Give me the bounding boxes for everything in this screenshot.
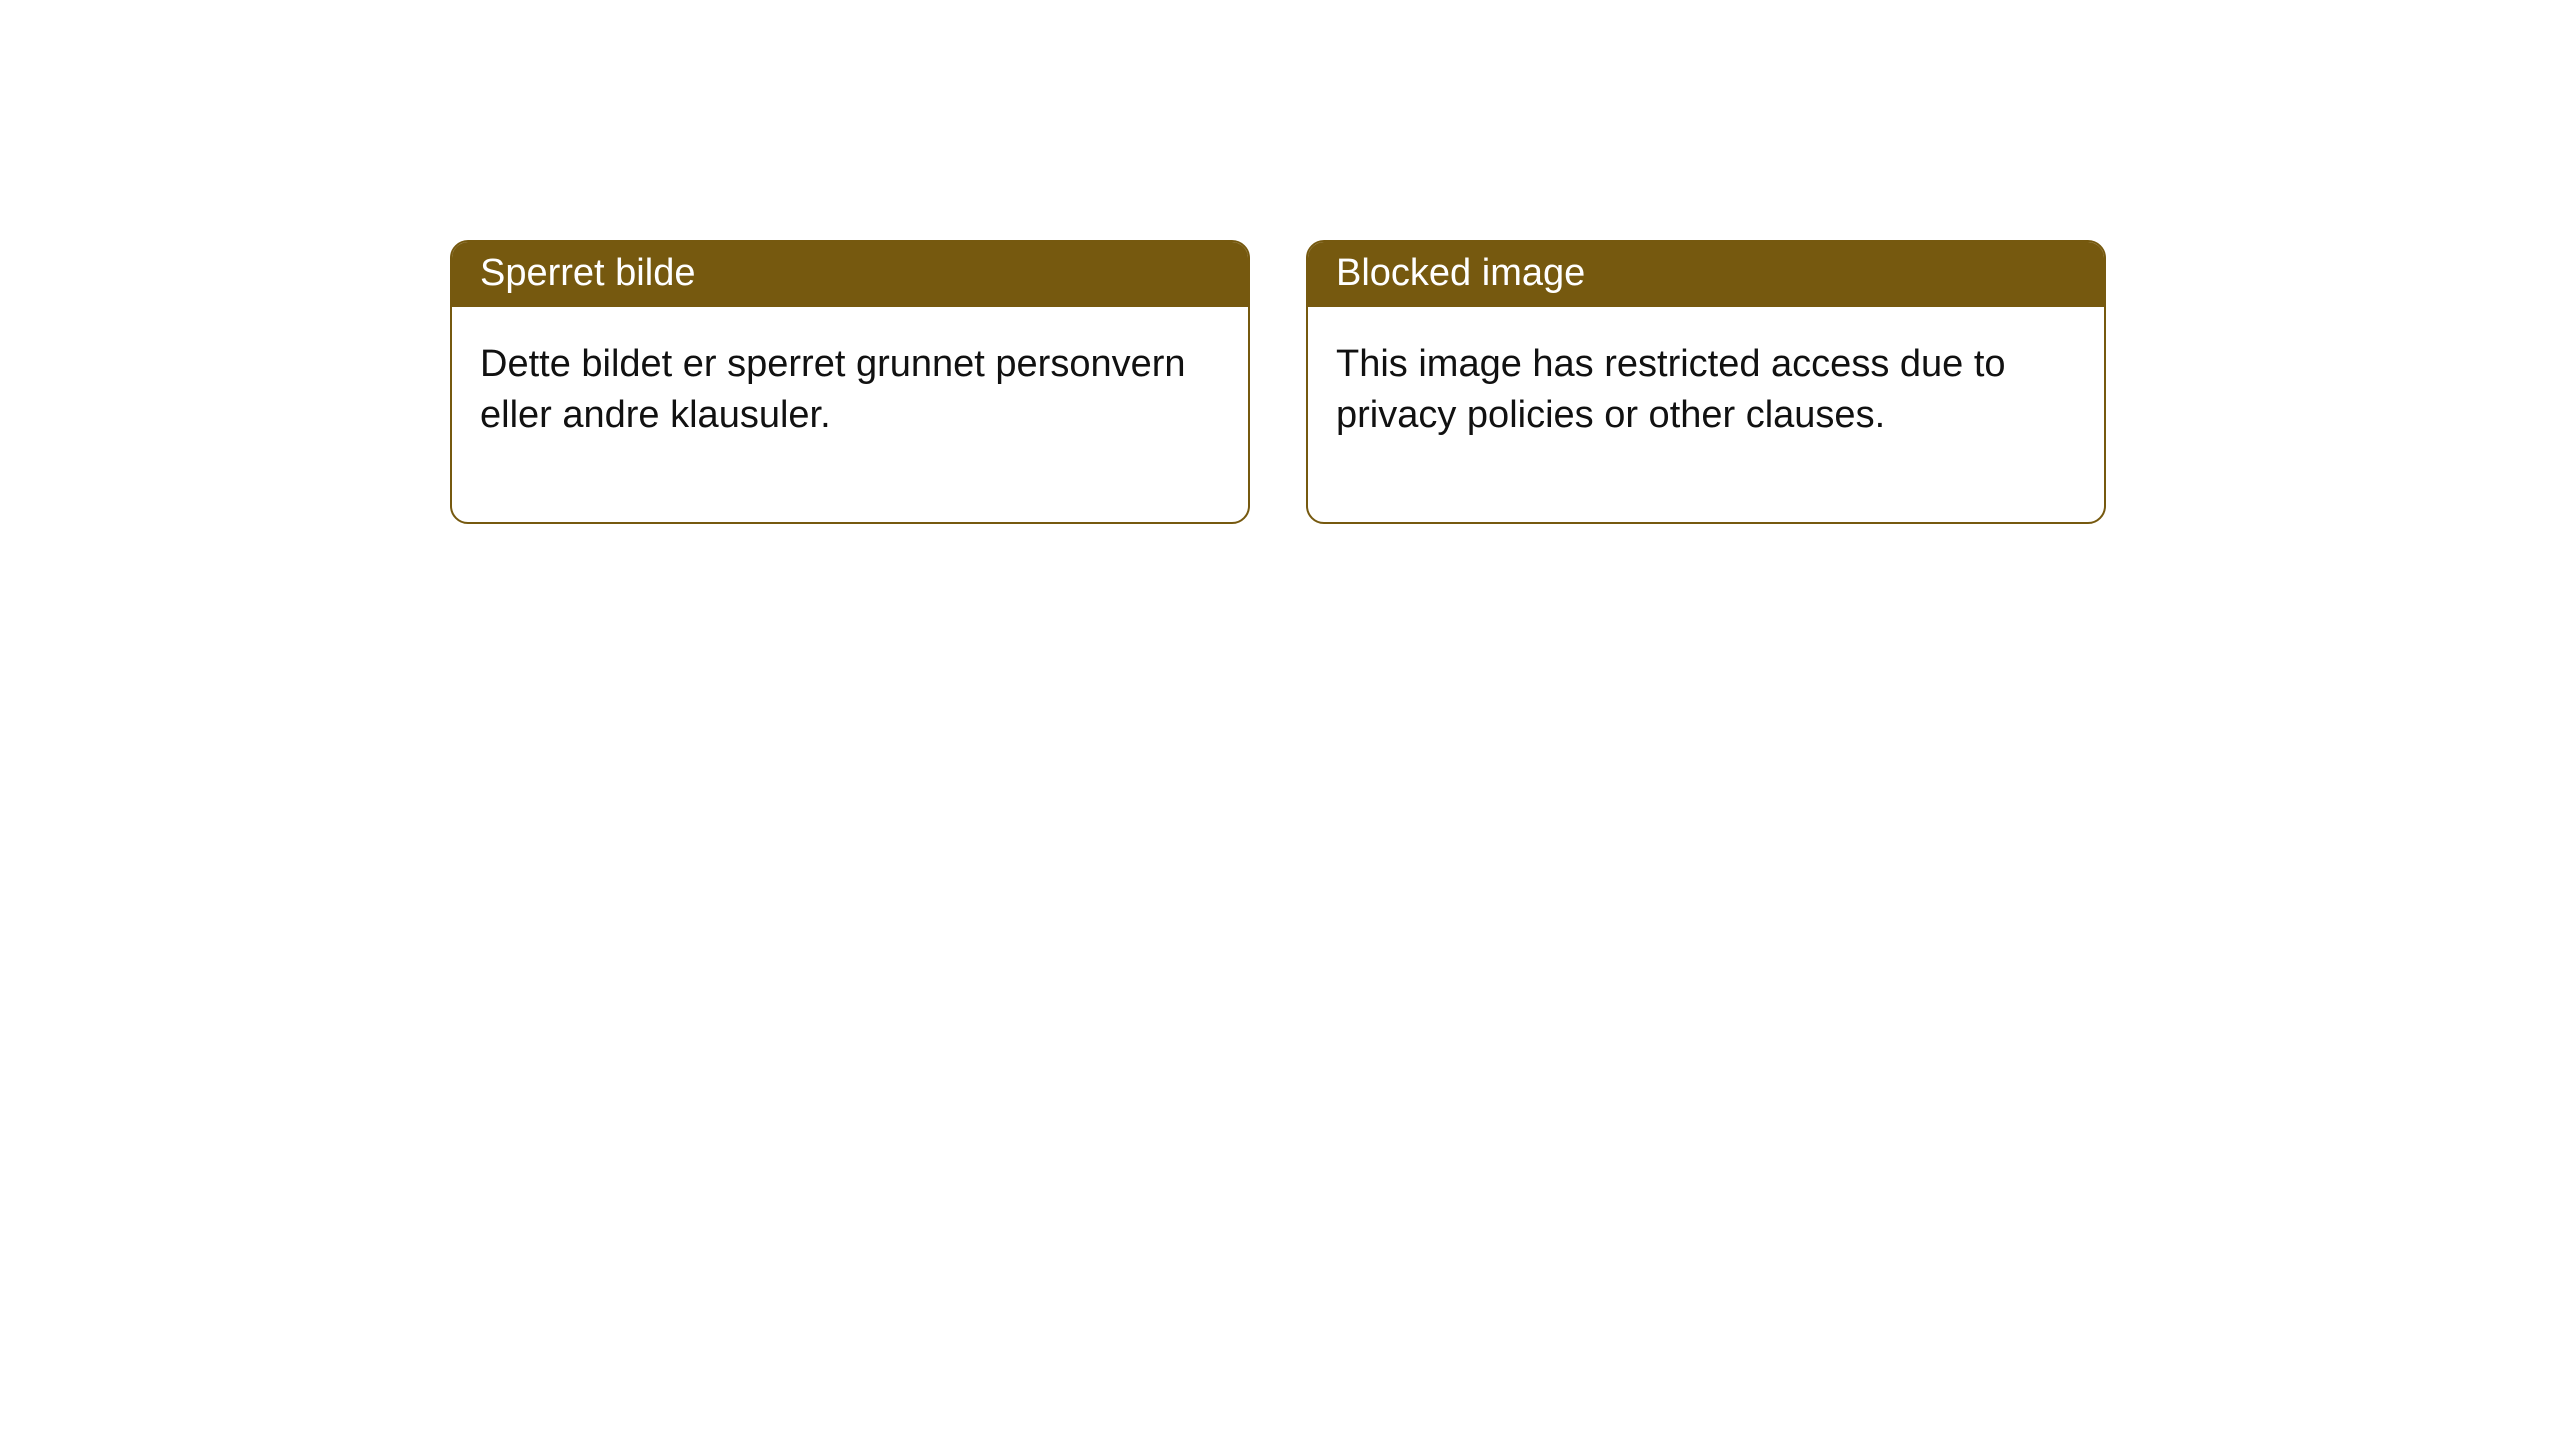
notice-card-body-no: Dette bildet er sperret grunnet personve… bbox=[452, 307, 1248, 522]
notice-container: Sperret bilde Dette bildet er sperret gr… bbox=[450, 240, 2106, 524]
notice-card-no: Sperret bilde Dette bildet er sperret gr… bbox=[450, 240, 1250, 524]
notice-card-title-en: Blocked image bbox=[1308, 242, 2104, 307]
notice-card-en: Blocked image This image has restricted … bbox=[1306, 240, 2106, 524]
notice-card-title-no: Sperret bilde bbox=[452, 242, 1248, 307]
notice-card-body-en: This image has restricted access due to … bbox=[1308, 307, 2104, 522]
